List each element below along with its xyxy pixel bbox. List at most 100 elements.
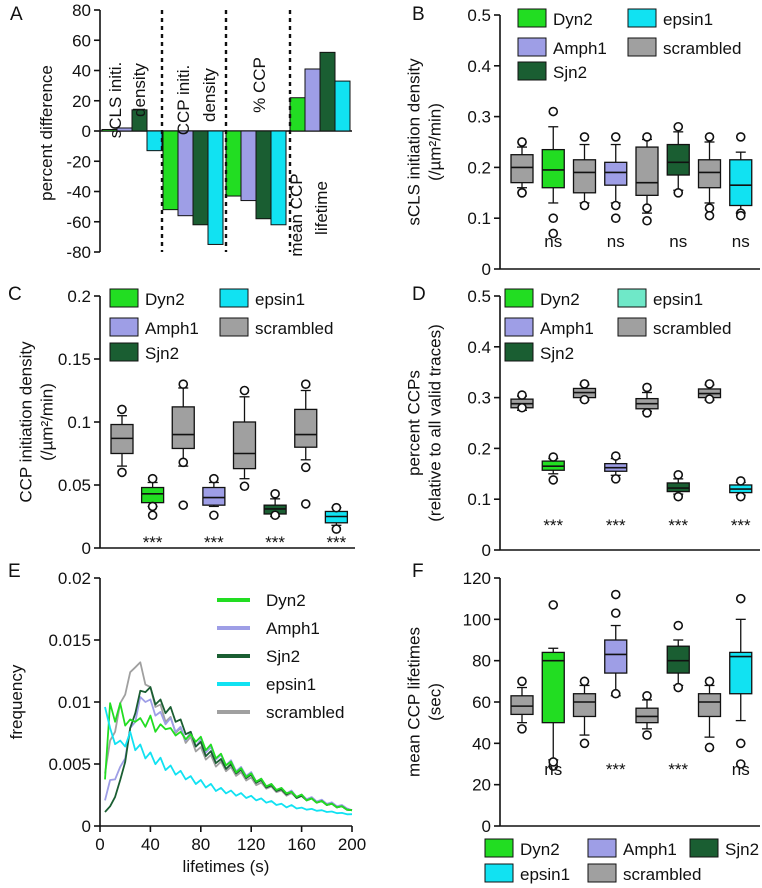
panel-b-significance: ns [732,232,750,251]
panel-c-y-tick-label: 0.2 [67,287,91,306]
panel-e-series-epsin1 [104,706,353,816]
panel-f-outlier [735,593,746,604]
panel-d-legend-label-sjn2: Sjn2 [540,344,574,363]
panel-c-outlier [270,489,280,499]
panel-b-significance: ns [669,232,687,251]
panel-b-box-dyn2 [541,148,565,189]
panel-c-outlier [331,502,342,513]
panel-b-y-tick-label: 0.4 [467,57,491,76]
panel-b-outlier [704,203,715,213]
panel-b-outlier [517,137,527,147]
panel-d-y-tick-label: 0.5 [467,287,491,306]
panel-b-significance: ns [544,232,562,251]
panel-d-legend-swatch-scrambled [617,317,647,337]
panel-f-box-sjn2 [666,645,690,674]
panel-a-bar-sjn2 [255,130,272,220]
panel-c-legend-label-amph1: Amph1 [145,319,199,338]
panel-e-y-tick-label: 0.005 [48,755,91,774]
panel-d-significance: *** [606,516,626,535]
panel-c-box-dyn2 [140,486,165,504]
panel-c-outlier [239,481,250,492]
panel-b-box-scrambled [697,159,722,189]
panel-a-group-label: density [200,68,219,122]
panel-d-legend-label-dyn2: Dyn2 [540,290,580,309]
panel-a-bar-sjn2 [131,109,148,132]
panel-a-group-label: % CCP [250,57,269,113]
panel-e-x-label: lifetimes (s) [183,857,270,876]
panel-f-outlier [548,757,559,767]
panel-b-significance: ns [607,232,625,251]
panel-f-y-tick-label: 20 [472,776,491,795]
panel-a-group-label: mean CCP [287,173,306,256]
panel-e-y-tick-label: 0.015 [48,631,91,650]
panel-b-outlier [548,106,559,117]
panel-f-legend-label-sjn2: Sjn2 [725,840,759,859]
panel-d-outlier [548,452,559,462]
panel-e-y-label: frequency [7,664,26,739]
panel-d-legend-swatch-dyn2 [504,288,534,308]
panel-f-outlier [642,730,652,740]
panel-d-legend-swatch-epsin1 [617,288,647,308]
panel-f-y-tick-label: 80 [472,652,491,671]
panel-b-legend-swatch-amph1 [517,37,547,57]
panel-e-legend-label-epsin1: epsin1 [266,675,316,694]
panel-d-y-label: percent CCPs [405,370,424,476]
panel-f-box-scrambled [510,695,534,716]
panel-b-outlier [642,132,652,142]
panel-d-y-tick-label: 0.3 [467,389,491,408]
panel-d-outlier [704,394,715,404]
panel-f-legend-label-dyn2: Dyn2 [520,840,560,859]
panel-c-box-amph1 [202,486,226,506]
panel-f-outlier [610,688,621,699]
panel-f-box-scrambled [697,693,722,718]
panel-letter-d: D [412,284,426,305]
panel-d-legend-swatch-sjn2 [504,342,534,362]
panel-e-y-tick-label: 0.01 [58,693,91,712]
panel-letter-f: F [412,561,424,582]
panel-c-y-tick-label: 0.05 [58,476,91,495]
panel-a-group-label: CCP initi. [174,65,193,136]
panel-b-legend-label-dyn2: Dyn2 [553,10,593,29]
panel-b-legend-swatch-dyn2 [517,8,547,28]
panel-c-legend-swatch-amph1 [109,317,139,337]
panel-c-outlier [209,473,219,484]
panel-c-box-scrambled [232,421,257,470]
panel-a-y-tick-label: 80 [72,1,91,20]
panel-e-y-tick-label: 0 [82,817,91,836]
panel-f-y-tick-label: 40 [472,734,491,753]
panel-a-bar-amph1 [240,130,257,202]
panel-f-significance: *** [606,760,626,779]
panel-d-legend-label-scrambled: scrambled [653,319,731,338]
panel-c-outlier [147,473,158,484]
panel-f-outlier [735,759,746,769]
panel-f-box-scrambled [572,693,597,718]
panel-b-y-tick-label: 0.3 [467,108,491,127]
panel-a-y-tick-label: -80 [66,243,91,262]
panel-b-outlier [610,200,621,211]
panel-f-outlier [517,724,527,734]
panel-a-bar-dyn2 [162,130,179,211]
panel-b-outlier [642,203,652,213]
panel-c-outlier [239,385,250,396]
panel-d-outlier [579,379,590,389]
panel-letter-e: E [8,561,21,582]
panel-c-y-tick-label: 0.15 [58,350,91,369]
panel-a-bar-epsin1 [334,80,351,132]
panel-c-significance: *** [265,533,285,552]
panel-f-outlier [579,738,590,749]
panel-b-outlier [735,210,746,221]
panel-d-y-label: (relative to all valid traces) [426,324,445,521]
panel-c-y-tick-label: 0.1 [67,413,91,432]
panel-e-x-tick-label: 200 [338,835,366,854]
panel-d-outlier [517,390,527,400]
panel-d-y-tick-label: 0 [482,541,491,560]
panel-f-outlier [610,608,621,618]
panel-d-significance: *** [668,516,688,535]
panel-c-outlier [178,500,189,510]
panel-e-x-tick-label: 160 [287,835,315,854]
panel-b-outlier [610,132,621,142]
panel-f-legend-swatch-dyn2 [484,838,514,858]
panel-d-y-tick-label: 0.4 [467,338,491,357]
panel-c-outlier [300,379,311,390]
